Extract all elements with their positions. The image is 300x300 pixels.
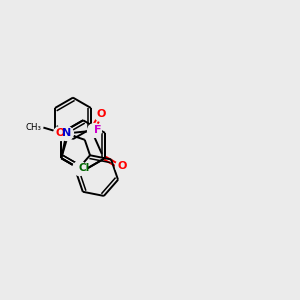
- Text: O: O: [118, 161, 127, 171]
- Text: CH₃: CH₃: [25, 123, 41, 132]
- Text: Cl: Cl: [79, 164, 90, 173]
- Text: F: F: [94, 125, 102, 135]
- Text: O: O: [97, 109, 106, 119]
- Text: N: N: [62, 128, 71, 139]
- Text: O: O: [55, 128, 64, 138]
